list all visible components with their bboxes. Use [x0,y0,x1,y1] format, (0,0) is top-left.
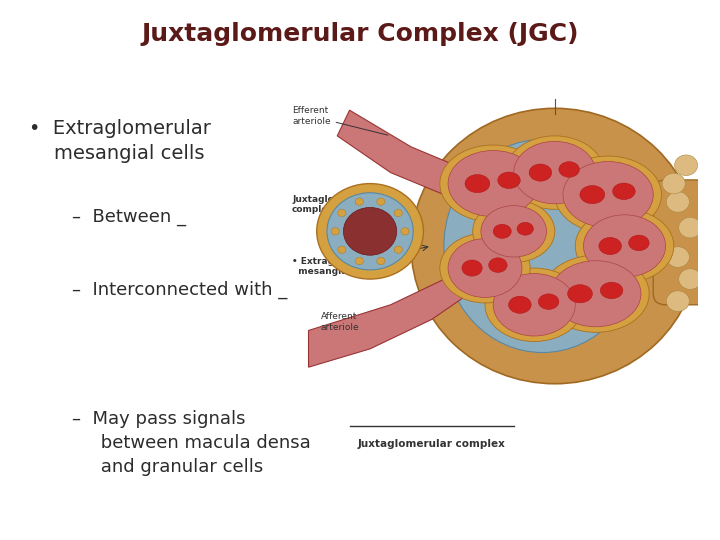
Ellipse shape [580,186,605,204]
Ellipse shape [485,268,583,341]
Polygon shape [337,110,493,210]
Ellipse shape [567,285,593,303]
Circle shape [343,207,397,255]
Ellipse shape [448,151,539,217]
Ellipse shape [465,174,490,193]
Ellipse shape [529,164,552,181]
Text: Efferent
arteriole: Efferent arteriole [292,106,388,135]
Ellipse shape [440,145,546,222]
Ellipse shape [583,215,665,277]
Circle shape [675,155,698,176]
Ellipse shape [575,210,674,283]
Text: •  Extraglomerular
    mesangial cells: • Extraglomerular mesangial cells [29,119,211,163]
Ellipse shape [563,161,653,228]
Circle shape [667,247,689,267]
Text: • Extraglomerular
  mesangial cells: • Extraglomerular mesangial cells [292,257,384,276]
Ellipse shape [444,139,641,353]
Circle shape [377,258,385,265]
Ellipse shape [505,136,604,210]
Circle shape [338,246,346,253]
Ellipse shape [517,222,534,235]
Circle shape [394,210,402,217]
Text: Juxtaglomerular complex: Juxtaglomerular complex [358,439,505,449]
Circle shape [355,258,364,265]
Text: –  Interconnected with _: – Interconnected with _ [72,281,287,299]
Ellipse shape [473,200,554,262]
Ellipse shape [411,109,698,384]
Ellipse shape [539,294,559,309]
Polygon shape [308,257,493,367]
Circle shape [394,246,402,253]
Ellipse shape [493,274,575,336]
Ellipse shape [514,141,596,204]
Ellipse shape [613,183,635,200]
Circle shape [377,198,385,205]
Circle shape [667,192,689,212]
Circle shape [327,193,413,270]
Ellipse shape [551,261,641,327]
Circle shape [667,291,689,312]
Ellipse shape [600,282,623,299]
Text: –  May pass signals
     between macula densa
     and granular cells: – May pass signals between macula densa … [72,410,311,476]
Text: Afferent
arteriole: Afferent arteriole [321,312,359,332]
Circle shape [317,184,423,279]
Ellipse shape [599,238,621,254]
Circle shape [355,198,364,205]
Ellipse shape [629,235,649,251]
Text: Juxtaglomerular
complex: Juxtaglomerular complex [292,194,374,214]
Ellipse shape [440,233,530,303]
Circle shape [338,210,346,217]
Ellipse shape [481,206,546,257]
Ellipse shape [508,296,531,313]
Text: Juxtaglomerular Complex (JGC): Juxtaglomerular Complex (JGC) [141,22,579,45]
Ellipse shape [489,258,507,273]
Ellipse shape [542,255,649,332]
Circle shape [401,228,409,235]
FancyBboxPatch shape [653,180,720,305]
Ellipse shape [559,161,580,177]
Circle shape [662,173,685,194]
Ellipse shape [462,260,482,276]
Ellipse shape [493,224,511,238]
Ellipse shape [554,156,662,233]
Text: –  Between _: – Between _ [72,208,186,226]
Circle shape [331,228,339,235]
Ellipse shape [448,239,522,298]
Circle shape [679,218,702,238]
Circle shape [679,269,702,289]
Ellipse shape [498,172,521,188]
